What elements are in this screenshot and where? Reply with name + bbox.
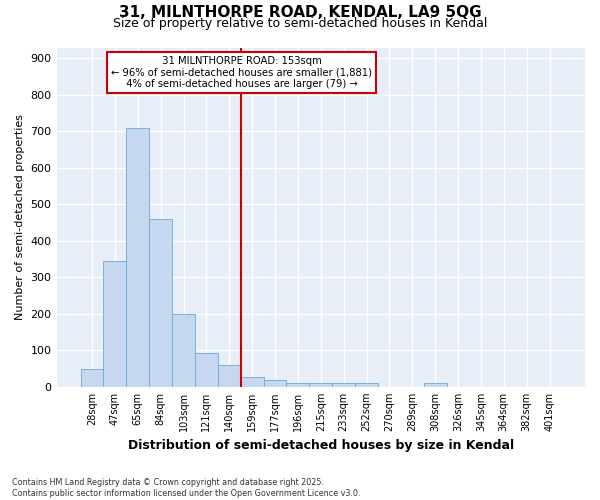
Bar [80,370,103,387]
Text: 31 MILNTHORPE ROAD: 153sqm  
← 96% of semi-detached houses are smaller (1,881)
 : 31 MILNTHORPE ROAD: 153sqm ← 96% of semi… [111,56,372,89]
Text: 31, MILNTHORPE ROAD, KENDAL, LA9 5QG: 31, MILNTHORPE ROAD, KENDAL, LA9 5QG [119,5,481,20]
Bar [332,383,355,387]
Text: Size of property relative to semi-detached houses in Kendal: Size of property relative to semi-detach… [113,18,487,30]
Bar [172,314,195,387]
Bar [424,383,446,387]
Bar [310,383,332,387]
Text: Contains HM Land Registry data © Crown copyright and database right 2025.
Contai: Contains HM Land Registry data © Crown c… [12,478,361,498]
Bar [355,383,378,387]
Bar [195,353,218,387]
Bar [263,380,286,387]
Bar [286,383,310,387]
Bar [241,377,263,387]
Y-axis label: Number of semi-detached properties: Number of semi-detached properties [15,114,25,320]
Bar [149,219,172,387]
Bar [103,261,127,387]
X-axis label: Distribution of semi-detached houses by size in Kendal: Distribution of semi-detached houses by … [128,440,514,452]
Bar [218,365,241,387]
Bar [127,128,149,387]
